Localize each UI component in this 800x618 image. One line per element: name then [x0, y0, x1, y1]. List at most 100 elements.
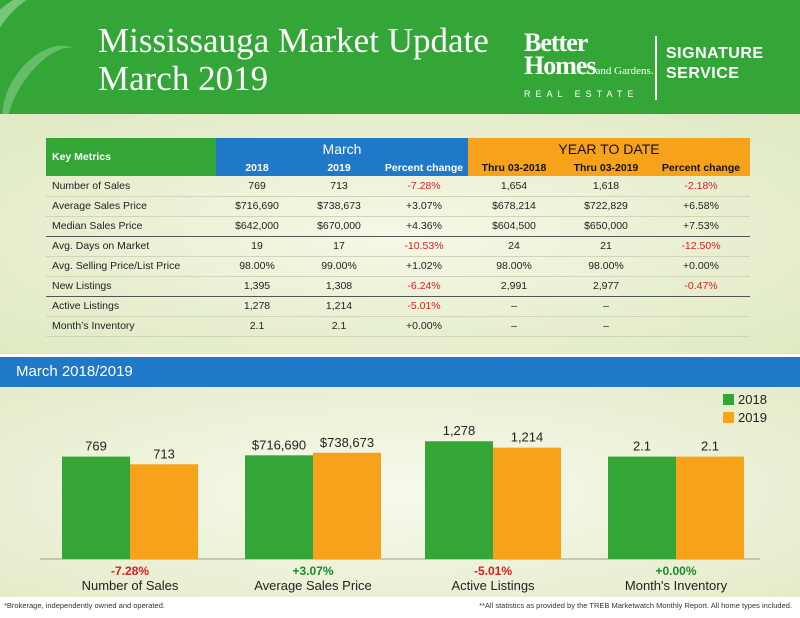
bar-value-label: $738,673 — [320, 435, 374, 450]
table-cell: +4.36% — [380, 216, 468, 237]
category-label: Number of Sales — [82, 578, 179, 593]
table-cell: 98.00% — [468, 256, 560, 277]
table-cell: 98.00% — [560, 256, 652, 277]
footer-right-note: **All statistics as provided by the TREB… — [479, 601, 792, 610]
row-label: Month’s Inventory — [46, 316, 216, 337]
legend-swatch-2019 — [723, 412, 734, 423]
signature-service-logo: SIGNATURE SERVICE — [666, 44, 764, 84]
table-cell: 2,991 — [468, 276, 560, 297]
signature-line-2: SERVICE — [666, 65, 740, 82]
table-cell: 17 — [298, 236, 380, 257]
table-cell: 1,654 — [468, 176, 560, 197]
table-cell: -6.24% — [380, 276, 468, 297]
table-cell: $642,000 — [216, 216, 298, 237]
table-cell: – — [468, 316, 560, 337]
column-header: 2018 — [216, 160, 298, 176]
bar-2019 — [676, 456, 744, 559]
table-cell: 2.1 — [298, 316, 380, 337]
bar-2018 — [425, 441, 493, 559]
brand-line-1: Better — [524, 28, 588, 57]
table-cell: 1,618 — [560, 176, 652, 197]
bar-2019 — [313, 452, 381, 559]
bar-value-label: 769 — [85, 439, 107, 454]
table-cell: +3.07% — [380, 196, 468, 217]
table-row: Average Sales Price $716,690 $738,673 +3.07… — [46, 196, 750, 217]
table-cell: -7.28% — [380, 176, 468, 197]
table-cell: 21 — [560, 236, 652, 257]
key-metrics-table: Key Metrics March YEAR TO DATE 2018 2019… — [46, 138, 750, 337]
table-row: Avg. Days on Market 19 17 -10.53% 24 21 -12.50… — [46, 236, 750, 257]
percent-change-label: +3.07% — [292, 564, 333, 578]
table-cell: $650,000 — [560, 216, 652, 237]
metrics-table-body: Number of Sales 769 713 -7.28% 1,654 1,618 -2.… — [46, 176, 750, 337]
table-cell: +0.00% — [652, 256, 750, 277]
table-cell: $738,673 — [298, 196, 380, 217]
bar-2019 — [130, 464, 198, 559]
table-cell: $716,690 — [216, 196, 298, 217]
table-cell: -5.01% — [380, 296, 468, 317]
key-metrics-caption: Key Metrics — [46, 138, 216, 176]
table-cell: +1.02% — [380, 256, 468, 277]
section-title: March 2018/2019 — [0, 357, 800, 387]
row-label: Average Sales Price — [46, 196, 216, 217]
table-cell: 99.00% — [298, 256, 380, 277]
bar-2018 — [245, 455, 313, 559]
legend-label: 2018 — [738, 392, 767, 407]
bar-value-label: 2.1 — [633, 439, 651, 454]
table-cell: – — [468, 296, 560, 317]
table-row: New Listings 1,395 1,308 -6.24% 2,991 2,977 -0… — [46, 276, 750, 297]
ytd-group-header: YEAR TO DATE — [468, 138, 750, 160]
legend-label: 2019 — [738, 410, 767, 425]
header-banner: Mississauga Market Update March 2019 Bet… — [0, 0, 800, 114]
percent-change-label: +0.00% — [655, 564, 696, 578]
table-cell: $670,000 — [298, 216, 380, 237]
table-cell: +6.58% — [652, 196, 750, 217]
table-cell: +7.53% — [652, 216, 750, 237]
bar-value-label: 2.1 — [701, 439, 719, 454]
table-cell — [652, 296, 750, 317]
table-row: Active Listings 1,278 1,214 -5.01% – – — [46, 296, 750, 317]
brand-line-2: Homesand Gardens. — [524, 51, 654, 83]
table-cell: $604,500 — [468, 216, 560, 237]
comparison-bar-chart: 769 713 -7.28%Number of Sales $716,690 $738,… — [40, 392, 767, 593]
page-title: Mississauga Market Update March 2019 — [98, 22, 489, 98]
table-cell: -12.50% — [652, 236, 750, 257]
table-cell: $722,829 — [560, 196, 652, 217]
table-cell — [652, 316, 750, 337]
logo-divider — [655, 36, 657, 100]
brand-homes: Homes — [524, 51, 597, 80]
table-cell: -10.53% — [380, 236, 468, 257]
percent-change-label: -5.01% — [474, 564, 512, 578]
footer-left-note: *Brokerage, independently owned and oper… — [4, 601, 165, 610]
brand-gardens: and Gardens. — [595, 65, 654, 77]
legend-swatch-2018 — [723, 394, 734, 405]
brand-real-estate: REAL ESTATE — [524, 89, 639, 99]
table-cell: 713 — [298, 176, 380, 197]
table-row: Number of Sales 769 713 -7.28% 1,654 1,618 -2.… — [46, 176, 750, 197]
bar-value-label: 713 — [153, 446, 175, 461]
table-cell: 98.00% — [216, 256, 298, 277]
bar-value-label: $716,690 — [252, 437, 306, 452]
category-label: Active Listings — [451, 578, 535, 593]
table-cell: -0.47% — [652, 276, 750, 297]
title-line-2: March 2019 — [98, 59, 269, 98]
table-cell: 769 — [216, 176, 298, 197]
column-header: Thru 03-2018 — [468, 160, 560, 176]
title-line-1: Mississauga Market Update — [98, 21, 489, 60]
column-header: Percent change — [380, 160, 468, 176]
bar-2018 — [62, 456, 130, 559]
table-row: Median Sales Price $642,000 $670,000 +4.36%… — [46, 216, 750, 237]
table-row: Avg. Selling Price/List Price 98.00% 99.00… — [46, 256, 750, 277]
row-label: Active Listings — [46, 296, 216, 317]
table-cell: 24 — [468, 236, 560, 257]
table-cell: 2,977 — [560, 276, 652, 297]
table-cell: 19 — [216, 236, 298, 257]
table-cell: – — [560, 296, 652, 317]
bar-value-label: 1,278 — [443, 423, 476, 438]
table-cell: 1,214 — [298, 296, 380, 317]
table-cell: +0.00% — [380, 316, 468, 337]
row-label: Avg. Days on Market — [46, 236, 216, 257]
bar-value-label: 1,214 — [511, 430, 544, 445]
category-label: Month's Inventory — [625, 578, 728, 593]
